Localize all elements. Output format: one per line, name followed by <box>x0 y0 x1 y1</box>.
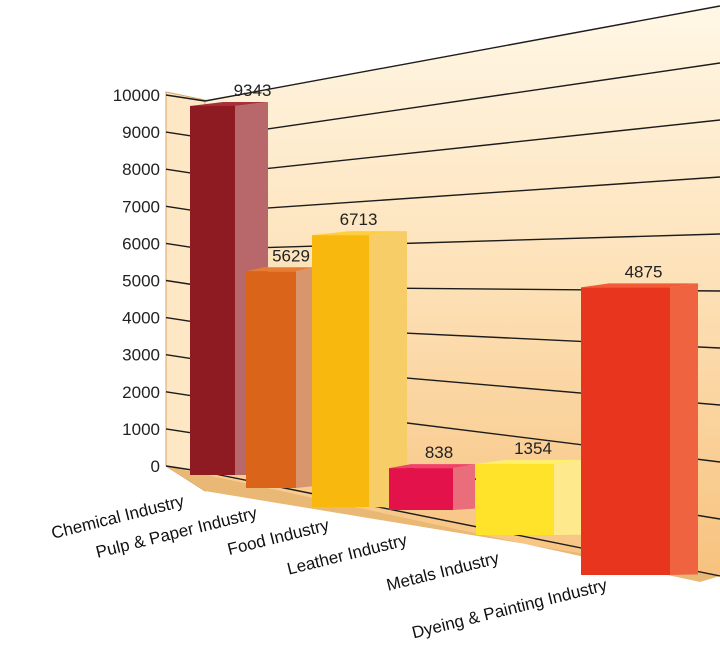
bar-front-pulp-and-paper-industry <box>246 271 296 488</box>
y-tick-label: 3000 <box>122 346 160 365</box>
y-tick-label: 5000 <box>122 272 160 291</box>
bar-side-dyeing-and-painting-industry <box>670 283 698 575</box>
value-labels: 9343 5629 6713 838 1354 4875 <box>234 81 663 462</box>
bar-top-leather-industry <box>389 464 475 469</box>
gridline <box>204 233 720 251</box>
bar-top-dyeing-and-painting-industry <box>581 283 698 288</box>
bar-front-leather-industry <box>389 468 453 510</box>
bar-front-metals-industry <box>476 463 554 535</box>
gridline <box>204 62 720 139</box>
y-tick-label: 2000 <box>122 383 160 402</box>
gridline <box>204 5 720 102</box>
bar-top-metals-industry <box>476 459 584 464</box>
y-axis-ticks: 0 1000 2000 3000 4000 5000 6000 7000 8000 9000 100… <box>113 86 160 476</box>
bar-leather-industry <box>389 464 475 510</box>
bar-top-pulp-and-paper-industry <box>246 267 314 272</box>
bar-front-dyeing-and-painting-industry <box>581 287 670 575</box>
value-label: 838 <box>425 443 453 462</box>
y-tick-label: 1000 <box>122 420 160 439</box>
y-tick-label: 10000 <box>113 86 160 105</box>
bar-top-chemical-industry <box>190 101 268 106</box>
bar-dyeing-and-painting-industry <box>581 283 698 575</box>
y-tick-label: 9000 <box>122 123 160 142</box>
bar-side-food-industry <box>369 231 407 508</box>
bar-food-industry <box>312 231 407 508</box>
value-label: 1354 <box>514 439 552 458</box>
category-label: Dyeing & Painting Industry <box>410 575 609 642</box>
y-tick-label: 6000 <box>122 234 160 253</box>
value-label: 9343 <box>234 81 272 100</box>
y-tick-label: 8000 <box>122 160 160 179</box>
bar-pulp-and-paper-industry <box>246 267 314 488</box>
y-tick-label: 4000 <box>122 309 160 328</box>
bar-side-pulp-and-paper-industry <box>296 267 314 488</box>
bar-side-leather-industry <box>453 464 475 510</box>
bar-front-food-industry <box>312 235 369 507</box>
value-label: 4875 <box>625 262 663 281</box>
y-tick-label: 7000 <box>122 197 160 216</box>
y-tick-label: 0 <box>151 457 160 476</box>
value-label: 5629 <box>272 246 310 265</box>
bar-metals-industry <box>476 459 584 535</box>
bar-side-metals-industry <box>554 459 584 535</box>
bar-top-food-industry <box>312 231 407 236</box>
value-label: 6713 <box>340 210 378 229</box>
bar-front-chemical-industry <box>190 105 235 475</box>
gridline <box>204 119 720 176</box>
gridline-left <box>165 94 206 102</box>
gridline <box>204 176 720 213</box>
bars <box>190 101 698 575</box>
category-label: Metals Industry <box>385 548 502 594</box>
